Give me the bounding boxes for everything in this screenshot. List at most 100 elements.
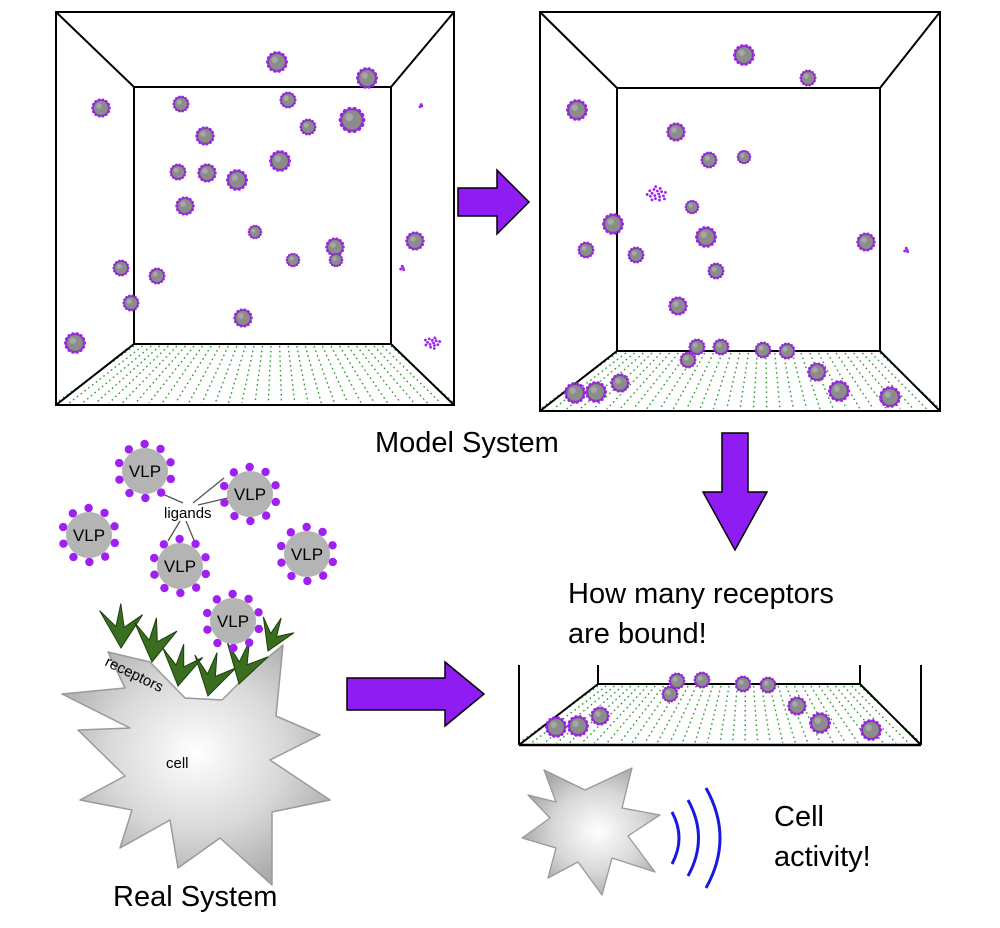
cell-activity-line1: Cell [774,801,824,833]
vlp-particles [564,44,910,408]
grid-line [706,685,722,744]
model-box-initial [55,11,455,406]
grid-line [672,352,706,410]
vlp-particle [627,246,645,264]
vlp-group: VLP VLP VLP VLP VLP VLP [59,439,337,653]
vlp: VLP [59,503,119,567]
vlp-particle [195,126,215,146]
vlp-particle [668,296,688,316]
model-box-bound [539,11,941,412]
vlp-particle [860,719,882,741]
grid-line [826,352,861,410]
grid-line [606,352,662,410]
grid-line [818,685,859,744]
bound-question-line2: are bound! [568,618,707,650]
grid-line [347,345,389,404]
vlp-particle [279,91,297,109]
grid-line [699,352,723,410]
grid-line [765,352,768,410]
grid-line [321,345,349,404]
vlp-particle [148,267,166,285]
vlp: VLP [150,534,210,598]
grid-line [356,345,402,404]
signal-icon [670,787,722,889]
receptor [99,603,143,649]
vlp-label: VLP [234,485,266,504]
vlp-particle [666,122,686,142]
vlp-particle [590,706,610,726]
grid-line [267,345,272,404]
activated-cell [521,767,722,896]
bound-tray [518,665,922,747]
grid-line [552,352,627,410]
grid-line [174,345,212,404]
vlp-particle [269,150,291,172]
vlp-particle [266,51,288,73]
grid-line [241,345,255,404]
vlp-particle [679,351,697,369]
grid-line [791,352,808,410]
vlp-particle [602,213,624,235]
vlp-particle [661,685,679,703]
vlp-particle [754,341,772,359]
grid-line [810,685,847,744]
vlp-particle [736,149,752,165]
grid-line [82,345,152,404]
grid-line [719,685,730,744]
vlp-particle [566,99,588,121]
grid-line [539,352,618,410]
vlp-particle [325,237,345,257]
grid-line [201,345,229,404]
vlp-particle [328,252,344,268]
vlp-particle [879,386,901,408]
flow-arrow-right-top [457,168,531,236]
ligand-cluster [424,336,442,350]
vlp-label: VLP [129,462,161,481]
grid-line [631,685,673,744]
grid-line [844,352,888,410]
vlp-particle [733,44,755,66]
vlp-particle [405,231,425,251]
grid-line [870,352,928,410]
flow-arrow-right-bottom [346,660,486,728]
receptor-floor-grid [55,345,455,404]
ligand-cluster [903,246,910,254]
grid-line [531,685,607,744]
vlp-particle [759,676,777,694]
grid-line [593,685,648,744]
grid-line [646,352,688,410]
bound-question-line1: How many receptors [568,578,834,610]
grid-line [752,685,759,744]
model-system-label: Model System [375,427,559,459]
vlp-particle [564,382,586,404]
grid-line [148,345,195,404]
grid-line [800,352,821,410]
grid-line [656,685,689,744]
grid-line [339,345,375,404]
vlp-particle [809,712,831,734]
vlp-label: VLP [217,612,249,631]
grid-line [712,352,732,410]
cell-label: cell [166,755,189,772]
vlp-particle [175,196,195,216]
grid-line [313,345,336,404]
real-system-illustration: cell receptors ligands VLPVLPVLPVLPVLPVL… [59,439,337,886]
grid-line [818,352,848,410]
grid-line [556,685,624,744]
grid-line [606,685,656,744]
grid-line [752,352,758,410]
activated-cell-body [521,767,661,896]
vlp-particle [688,338,706,356]
grid-line [296,345,309,404]
receptor [162,644,204,687]
vlp-particle [610,373,630,393]
grid-line [121,345,178,404]
vlp-particle [799,69,817,87]
grid-line [843,685,897,744]
vlp: VLP [203,589,263,653]
grid-line [777,685,797,744]
grid-line [739,352,750,410]
ligand-cluster [399,264,406,272]
grid-line [381,345,442,404]
vlp-particle [778,342,796,360]
